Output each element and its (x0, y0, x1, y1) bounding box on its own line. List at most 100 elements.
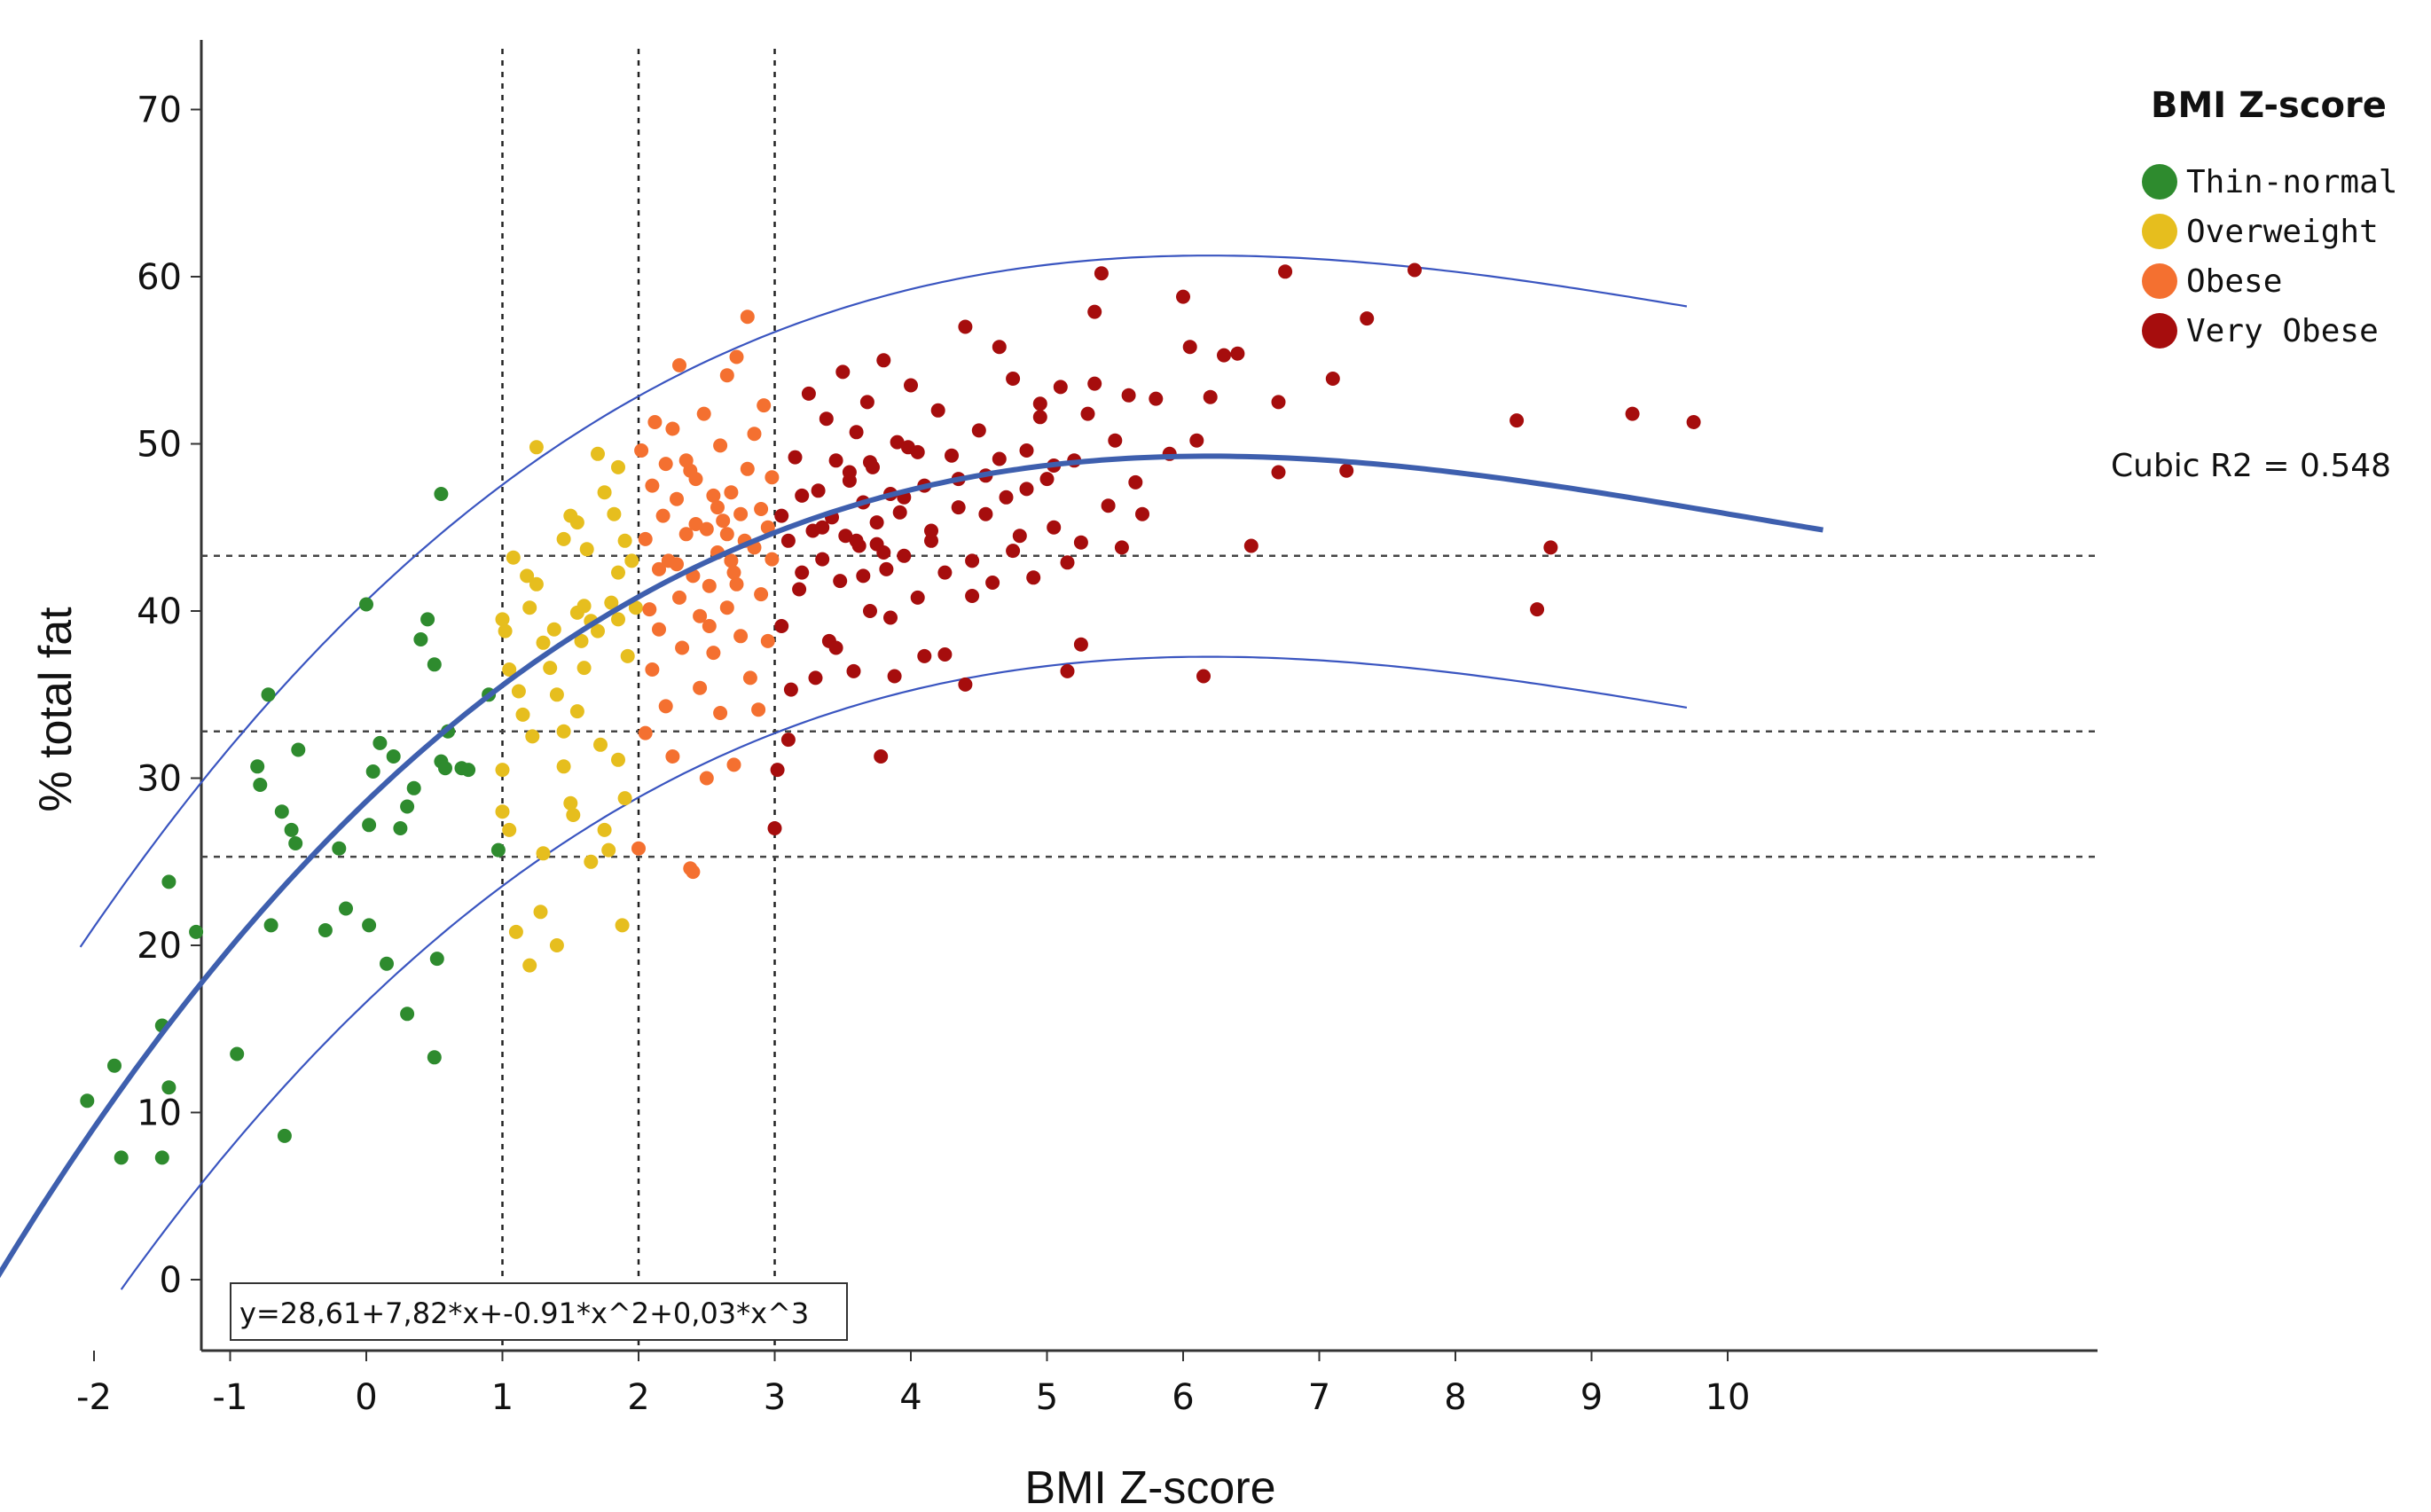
data-point (757, 398, 772, 413)
data-point (520, 568, 535, 584)
x-tick-label: 7 (1308, 1377, 1330, 1418)
y-tick-label: 30 (137, 759, 182, 800)
data-point (672, 357, 686, 372)
data-point (1278, 264, 1293, 279)
data-point (620, 648, 635, 663)
data-point (607, 506, 622, 521)
data-point (576, 599, 592, 614)
data-point (615, 918, 630, 933)
data-point (263, 918, 278, 933)
data-point (937, 565, 953, 580)
data-point (719, 600, 734, 615)
data-point (655, 508, 670, 523)
data-point (556, 724, 571, 739)
data-point (574, 633, 589, 648)
data-point (1135, 506, 1149, 521)
x-tick-label: 6 (1172, 1377, 1194, 1418)
data-point (291, 742, 306, 757)
data-point (508, 924, 523, 939)
data-point (569, 515, 584, 530)
data-point (1053, 380, 1068, 395)
equation-box (230, 1282, 848, 1341)
data-point (904, 378, 918, 393)
data-point (624, 553, 639, 568)
data-point (719, 527, 734, 542)
data-point (808, 670, 823, 685)
data-point (638, 531, 653, 546)
data-point (1108, 433, 1123, 448)
data-point (849, 533, 864, 548)
data-point (658, 457, 673, 472)
legend-label: Very Obese (2186, 313, 2379, 349)
data-point (515, 707, 530, 722)
data-point (604, 595, 619, 610)
data-point (525, 729, 540, 744)
data-point (1006, 372, 1021, 386)
data-point (576, 661, 592, 676)
data-point (733, 629, 749, 644)
y-tick-label: 40 (137, 591, 182, 632)
data-point (362, 918, 377, 933)
data-point (795, 488, 810, 503)
data-point (686, 865, 701, 880)
lower-confidence-curve (120, 655, 1688, 1290)
data-point (765, 552, 780, 567)
data-point (675, 640, 690, 655)
confidence-curves (79, 255, 1688, 1290)
series-thin-normal (80, 487, 506, 1165)
data-point (765, 470, 780, 485)
data-point (372, 735, 388, 750)
data-point (628, 600, 643, 615)
x-tick-label: 1 (491, 1377, 514, 1418)
series-very-obese (767, 262, 1701, 835)
data-point (406, 780, 421, 795)
data-point (359, 597, 373, 612)
fit-curve-layer (0, 453, 1823, 1279)
data-point (427, 657, 442, 672)
data-point (536, 846, 551, 861)
data-point (427, 1050, 442, 1065)
data-point (652, 561, 666, 576)
data-point (729, 576, 744, 591)
x-tick-label: -2 (76, 1377, 112, 1418)
data-point (638, 725, 653, 740)
legend: BMI Z-score Thin-normal Overweight Obese Ve… (2142, 85, 2397, 349)
x-axis-title: BMI Z-score (1024, 1462, 1275, 1512)
data-point (693, 680, 708, 695)
data-point (522, 600, 537, 615)
data-point (1073, 535, 1088, 550)
y-tick-label: 60 (137, 257, 182, 298)
data-point (579, 542, 594, 557)
data-point (566, 808, 581, 822)
data-point (161, 874, 176, 889)
data-point (250, 759, 265, 774)
data-point (719, 368, 734, 383)
y-axis-title: % total fat (30, 607, 82, 812)
legend-swatch (2142, 214, 2177, 249)
data-point (999, 490, 1014, 505)
data-point (495, 612, 510, 627)
data-point (1032, 410, 1047, 425)
data-point (774, 508, 789, 523)
data-point (788, 450, 803, 465)
data-point (591, 446, 605, 461)
data-point (1530, 602, 1545, 617)
data-point (284, 822, 299, 837)
data-point (958, 677, 973, 692)
data-point (683, 463, 698, 478)
data-point (400, 1007, 415, 1022)
data-point (1019, 482, 1034, 497)
data-point (563, 795, 578, 811)
data-point (1073, 637, 1088, 652)
data-point (917, 648, 932, 663)
data-point (611, 752, 625, 767)
fit-curve (0, 453, 1823, 1279)
data-point (438, 761, 452, 776)
data-point (1325, 372, 1340, 386)
data-point (665, 421, 680, 436)
data-point (400, 799, 415, 814)
data-point (569, 704, 584, 719)
y-tick-label: 0 (160, 1260, 182, 1301)
data-point (883, 610, 898, 625)
data-point (724, 553, 739, 568)
